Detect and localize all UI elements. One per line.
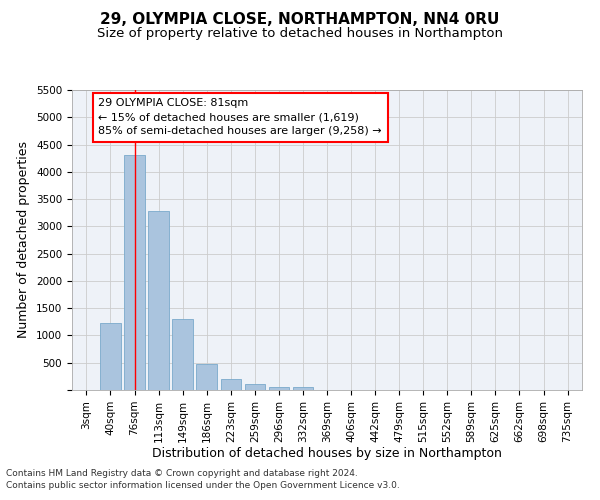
Bar: [172, 318, 193, 390]
Text: Contains HM Land Registry data © Crown copyright and database right 2024.: Contains HM Land Registry data © Crown c…: [6, 468, 358, 477]
Bar: [124, 156, 145, 390]
Text: 29, OLYMPIA CLOSE, NORTHAMPTON, NN4 0RU: 29, OLYMPIA CLOSE, NORTHAMPTON, NN4 0RU: [100, 12, 500, 28]
Bar: [148, 211, 169, 390]
Bar: [269, 386, 289, 390]
Text: 29 OLYMPIA CLOSE: 81sqm
← 15% of detached houses are smaller (1,619)
85% of semi: 29 OLYMPIA CLOSE: 81sqm ← 15% of detache…: [98, 98, 382, 136]
X-axis label: Distribution of detached houses by size in Northampton: Distribution of detached houses by size …: [152, 448, 502, 460]
Text: Contains public sector information licensed under the Open Government Licence v3: Contains public sector information licen…: [6, 481, 400, 490]
Bar: [245, 384, 265, 390]
Bar: [196, 364, 217, 390]
Bar: [293, 388, 313, 390]
Bar: [221, 379, 241, 390]
Bar: [100, 323, 121, 390]
Text: Size of property relative to detached houses in Northampton: Size of property relative to detached ho…: [97, 28, 503, 40]
Y-axis label: Number of detached properties: Number of detached properties: [17, 142, 31, 338]
